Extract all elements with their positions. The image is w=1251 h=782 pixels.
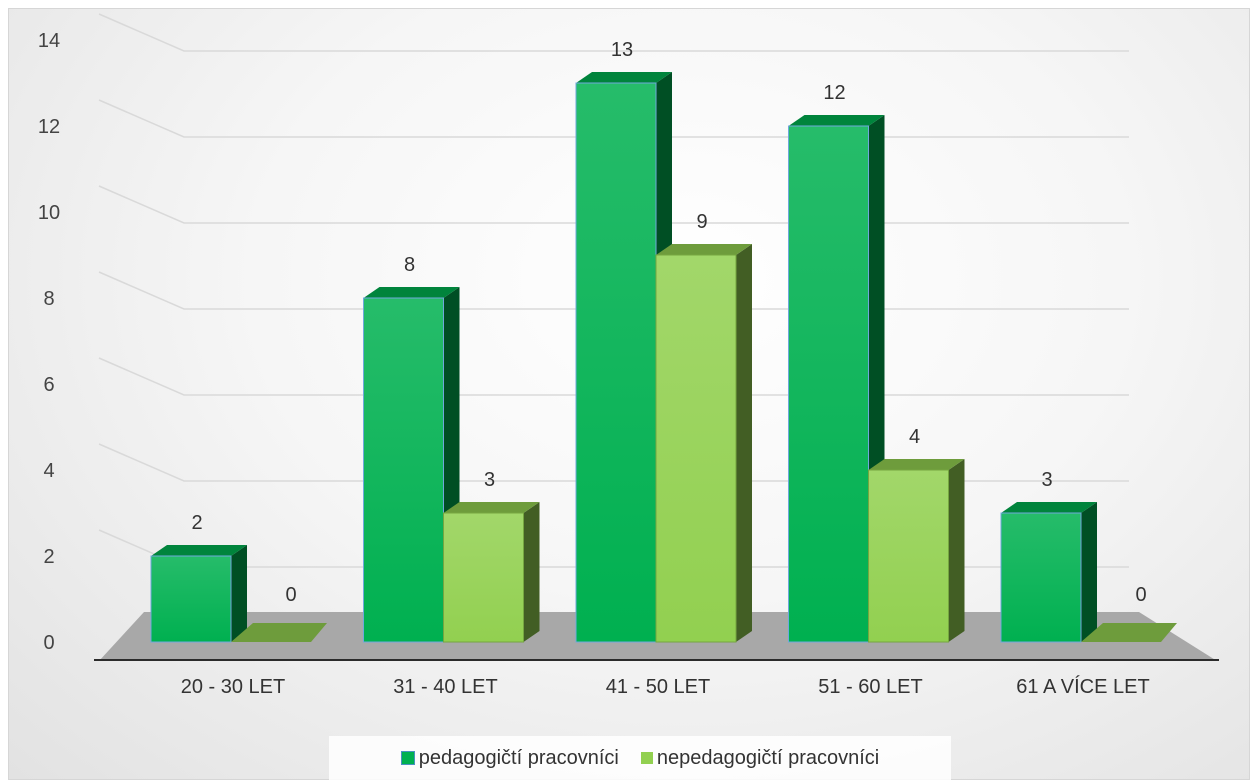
bar-top — [151, 545, 247, 556]
x-tick-label: 51 - 60 LET — [818, 676, 923, 698]
x-tick-label: 61 A VÍCE LET — [1016, 675, 1149, 698]
bar-top — [656, 244, 752, 255]
data-label: 8 — [404, 254, 415, 276]
bar-top — [363, 287, 460, 298]
y-tick-label: 10 — [38, 202, 60, 224]
bar — [363, 297, 444, 643]
data-label: 0 — [1135, 584, 1146, 606]
data-label: 4 — [909, 426, 920, 448]
bar-top — [788, 115, 885, 126]
legend-swatch-series-2 — [640, 752, 653, 764]
y-tick-label: 14 — [38, 30, 60, 52]
bar — [575, 82, 657, 643]
y-tick-label: 4 — [43, 460, 54, 482]
bar-side — [231, 545, 247, 642]
legend: pedagogičtí pracovníci nepedagogičtí pra… — [329, 736, 951, 780]
x-tick-label: 31 - 40 LET — [393, 676, 498, 698]
bar — [868, 469, 949, 643]
bar — [1000, 512, 1082, 643]
legend-item-series-2: nepedagogičtí pracovníci — [640, 746, 880, 770]
legend-item-series-1: pedagogičtí pracovníci — [400, 746, 619, 770]
legend-label-series-2: nepedagogičtí pracovníci — [656, 746, 880, 769]
bar — [655, 254, 737, 643]
bar-side — [1081, 502, 1097, 642]
data-label: 3 — [1041, 469, 1052, 491]
y-tick-label: 6 — [43, 374, 54, 396]
bar — [443, 512, 524, 643]
legend-label-series-1: pedagogičtí pracovníci — [418, 746, 619, 769]
chart: 0 2 4 6 8 10 12 14 2 0 20 - 30 LET 8 3 31 - 40 LET 13 9… — [8, 8, 1250, 780]
bar-top — [1081, 623, 1177, 642]
bar-top — [868, 459, 965, 470]
data-label: 12 — [823, 82, 845, 104]
bar-top — [576, 72, 672, 83]
data-label: 13 — [611, 39, 633, 61]
x-tick-label: 41 - 50 LET — [606, 676, 711, 698]
data-label: 3 — [484, 469, 495, 491]
y-tick-label: 2 — [43, 546, 54, 568]
x-tick-label: 20 - 30 LET — [181, 676, 286, 698]
y-tick-label: 8 — [43, 288, 54, 310]
bar-top — [1001, 502, 1097, 513]
bar-side — [736, 244, 752, 642]
bar — [788, 125, 869, 643]
chart-plot: 0 2 4 6 8 10 12 14 2 0 20 - 30 LET 8 3 31 - 40 LET 13 9… — [38, 13, 1219, 698]
y-tick-label: 0 — [43, 632, 54, 654]
gridline — [98, 13, 1129, 52]
bar-top — [231, 623, 327, 642]
bar-top — [443, 502, 540, 513]
data-label: 0 — [285, 584, 296, 606]
y-tick-label: 12 — [38, 116, 60, 138]
bar-side — [523, 502, 540, 642]
bar-side — [948, 459, 965, 642]
bar — [150, 555, 232, 643]
data-label: 2 — [191, 512, 202, 534]
data-label: 9 — [696, 211, 707, 233]
legend-swatch-series-1 — [400, 751, 415, 765]
